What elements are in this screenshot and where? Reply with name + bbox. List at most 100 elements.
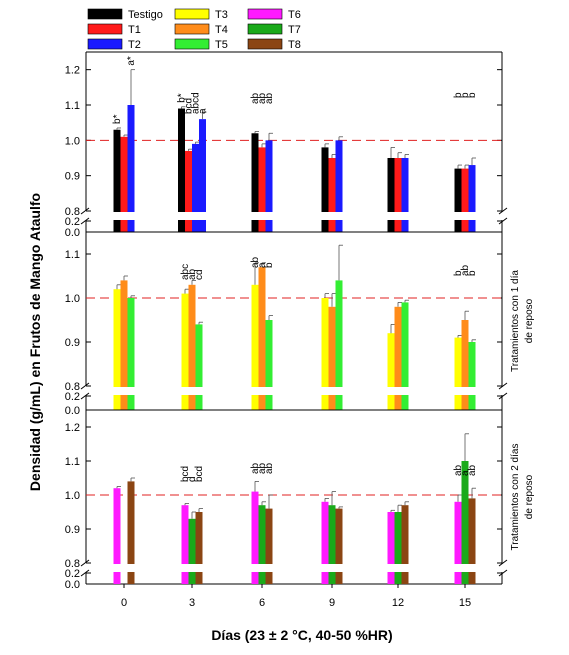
y-tick-label: 0.2	[65, 568, 80, 580]
legend-swatch	[87, 8, 123, 20]
y-tick-label: 1.2	[65, 65, 80, 77]
axis-break-mark	[498, 559, 508, 567]
legend-label: T3	[215, 9, 228, 21]
legend-label: T6	[288, 9, 301, 21]
legend-label: T5	[215, 39, 228, 51]
bar	[265, 140, 273, 232]
bar	[192, 143, 199, 232]
y-tick-label: 1.0	[65, 293, 80, 305]
legend-swatch	[247, 8, 283, 20]
legend-swatch	[87, 38, 123, 50]
bar	[251, 284, 259, 410]
bar	[394, 512, 402, 584]
bar	[265, 508, 273, 584]
y-tick-label: 0.0	[65, 227, 80, 239]
bar	[454, 337, 462, 410]
bar	[321, 501, 329, 584]
significance-label: ab	[187, 268, 198, 280]
bar	[127, 298, 135, 410]
axis-break-gap	[84, 387, 504, 395]
significance-label: bcd	[194, 466, 205, 482]
bar	[113, 289, 121, 410]
legend-item: T7	[247, 23, 301, 36]
axis-break-mark	[498, 392, 508, 400]
axis-break-mark	[80, 559, 90, 567]
bar	[113, 488, 121, 584]
significance-label: abcd	[191, 92, 202, 114]
bar	[195, 512, 203, 584]
bar	[328, 158, 336, 232]
y-tick-label: 1.2	[65, 422, 80, 434]
bar	[199, 119, 206, 232]
significance-label: b*	[177, 93, 188, 103]
bar	[113, 129, 121, 232]
y-tick-label: 1.1	[65, 249, 80, 261]
legend-swatch	[174, 23, 210, 35]
bar	[387, 333, 395, 410]
legend-swatch	[247, 23, 283, 35]
bar	[321, 298, 329, 410]
bar	[335, 140, 343, 232]
axis-break-mark	[80, 392, 90, 400]
y-tick-label: 1.0	[65, 135, 80, 147]
bar	[387, 512, 395, 584]
bar	[251, 133, 259, 232]
y-tick-label: 0.9	[65, 524, 80, 536]
bar	[401, 302, 409, 410]
legend-label: T1	[128, 24, 141, 36]
x-tick-label: 12	[392, 597, 404, 609]
bar	[127, 105, 135, 232]
significance-label: ab	[264, 92, 275, 104]
bar	[265, 320, 273, 410]
y-tick-label: 0.2	[65, 216, 80, 228]
legend-item: T5	[174, 38, 228, 51]
significance-label: ab	[257, 462, 268, 474]
panel-side-label: de reposo	[524, 474, 535, 519]
legend-label: T2	[128, 39, 141, 51]
bar	[461, 320, 469, 410]
significance-label: b	[453, 92, 464, 98]
panel-side-label: Tratamientos con 2 días	[510, 444, 521, 551]
x-tick-label: 0	[121, 597, 127, 609]
bar	[120, 280, 128, 410]
x-tick-label: 6	[259, 597, 265, 609]
y-axis-label: Densidad (g/mL) en Frutos de Mango Ataul…	[27, 193, 43, 491]
bar	[461, 461, 469, 584]
significance-label: b	[453, 270, 464, 276]
bar	[401, 505, 409, 584]
bar	[258, 505, 266, 584]
significance-label: b	[467, 270, 478, 276]
significance-label: ab	[453, 464, 464, 476]
x-tick-label: 9	[329, 597, 335, 609]
significance-label: bcd	[184, 98, 195, 114]
x-tick-label: 15	[459, 597, 471, 609]
axis-break-mark	[80, 569, 90, 577]
y-tick-label: 0.8	[65, 206, 80, 218]
bar	[394, 306, 402, 410]
legend-swatch	[247, 38, 283, 50]
y-tick-label: 0.2	[65, 391, 80, 403]
axis-break-gap	[84, 564, 504, 572]
significance-label: ab	[250, 92, 261, 104]
legend-item: T1	[87, 23, 141, 36]
bar	[454, 501, 462, 584]
bar	[335, 280, 343, 410]
bar	[387, 158, 395, 232]
bar	[188, 284, 196, 410]
x-tick-label: 3	[189, 597, 195, 609]
panel-side-label: de reposo	[524, 298, 535, 343]
significance-label: a*	[126, 56, 137, 66]
bar	[258, 147, 266, 232]
axis-break-mark	[80, 207, 90, 215]
legend-swatch	[174, 8, 210, 20]
bar	[454, 168, 462, 232]
bar	[258, 267, 266, 410]
y-tick-label: 1.1	[65, 456, 80, 468]
significance-label: a	[460, 470, 471, 476]
bar	[468, 498, 476, 584]
y-tick-label: 0.0	[65, 579, 80, 591]
x-axis-label: Días (23 ± 2 °C, 40-50 %HR)	[211, 627, 392, 643]
legend-item: T3	[174, 8, 228, 21]
bar	[394, 158, 402, 232]
